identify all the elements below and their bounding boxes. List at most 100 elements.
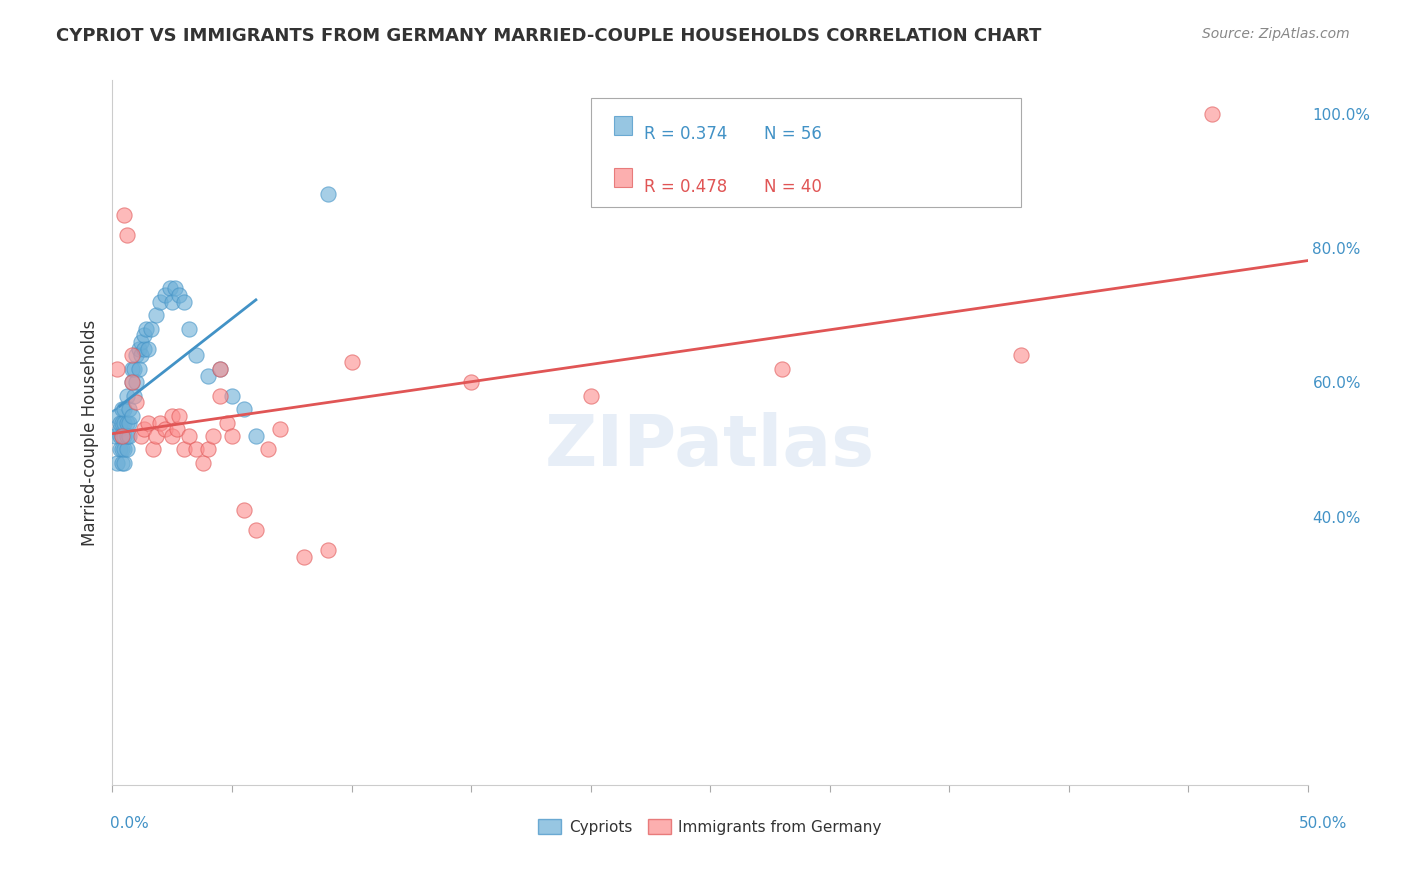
Point [186, 348, 208, 362]
Point [105, 456, 128, 470]
Point [209, 362, 232, 376]
Point [209, 389, 232, 403]
Point [177, 321, 200, 335]
Point [233, 402, 256, 417]
Point [118, 416, 141, 430]
Point [163, 281, 186, 295]
Point [122, 362, 145, 376]
Point [125, 395, 148, 409]
Point [217, 416, 239, 430]
Point [173, 294, 195, 309]
Point [114, 402, 135, 417]
Point [121, 348, 143, 362]
Point [115, 429, 138, 443]
Point [159, 281, 181, 295]
Point [153, 288, 176, 302]
Point [201, 429, 224, 443]
Point [138, 342, 160, 356]
Point [135, 321, 157, 335]
Point [132, 328, 155, 343]
Point [770, 362, 793, 376]
Point [197, 368, 219, 383]
Text: Source: ZipAtlas.com: Source: ZipAtlas.com [1202, 27, 1350, 41]
Point [104, 429, 127, 443]
Point [169, 288, 191, 302]
Point [111, 429, 134, 443]
Point [316, 187, 339, 202]
Bar [614, 168, 633, 187]
Point [105, 362, 128, 376]
Y-axis label: Married-couple Households: Married-couple Households [80, 319, 98, 546]
Text: ZIPatlas: ZIPatlas [546, 412, 875, 481]
Point [460, 376, 482, 390]
FancyBboxPatch shape [591, 98, 1021, 207]
Bar [614, 115, 633, 136]
Text: N = 40: N = 40 [763, 178, 821, 195]
Legend: Cypriots, Immigrants from Germany: Cypriots, Immigrants from Germany [533, 813, 887, 841]
Point [128, 362, 150, 376]
Point [162, 409, 183, 423]
Point [142, 442, 165, 457]
Point [115, 389, 138, 403]
Point [114, 207, 135, 221]
Point [579, 389, 602, 403]
Point [111, 402, 134, 417]
Point [209, 362, 232, 376]
Point [114, 442, 135, 457]
Point [1010, 348, 1032, 362]
Point [292, 549, 315, 564]
Point [121, 376, 143, 390]
Point [115, 416, 138, 430]
Point [129, 348, 152, 362]
Point [221, 429, 243, 443]
Text: N = 56: N = 56 [763, 126, 821, 144]
Point [132, 342, 155, 356]
Point [121, 362, 143, 376]
Point [245, 523, 267, 537]
Point [193, 456, 215, 470]
Point [132, 422, 155, 436]
Point [111, 416, 134, 430]
Point [128, 342, 150, 356]
Point [221, 389, 243, 403]
Point [118, 402, 141, 417]
Point [233, 503, 256, 517]
Point [118, 429, 141, 443]
Point [121, 376, 143, 390]
Point [169, 409, 191, 423]
Point [145, 429, 167, 443]
Text: R = 0.478: R = 0.478 [644, 178, 727, 195]
Point [108, 442, 131, 457]
Point [186, 442, 208, 457]
Point [111, 456, 134, 470]
Point [149, 416, 172, 430]
Point [138, 416, 160, 430]
Point [129, 334, 152, 349]
Point [125, 376, 148, 390]
Text: R = 0.374: R = 0.374 [644, 126, 728, 144]
Text: 0.0%: 0.0% [110, 816, 149, 831]
Point [177, 429, 200, 443]
Point [111, 429, 134, 443]
Point [114, 456, 135, 470]
Point [139, 321, 162, 335]
Point [115, 442, 138, 457]
Text: 50.0%: 50.0% [1299, 816, 1347, 831]
Point [108, 422, 131, 436]
Point [245, 429, 267, 443]
Point [145, 308, 167, 322]
Point [129, 429, 152, 443]
Point [197, 442, 219, 457]
Point [1201, 107, 1223, 121]
Point [114, 429, 135, 443]
Point [173, 442, 195, 457]
Point [257, 442, 280, 457]
Point [122, 389, 145, 403]
Point [125, 348, 148, 362]
Point [162, 294, 183, 309]
Point [316, 543, 339, 558]
Point [153, 422, 176, 436]
Point [114, 416, 135, 430]
Point [111, 442, 134, 457]
Point [269, 422, 291, 436]
